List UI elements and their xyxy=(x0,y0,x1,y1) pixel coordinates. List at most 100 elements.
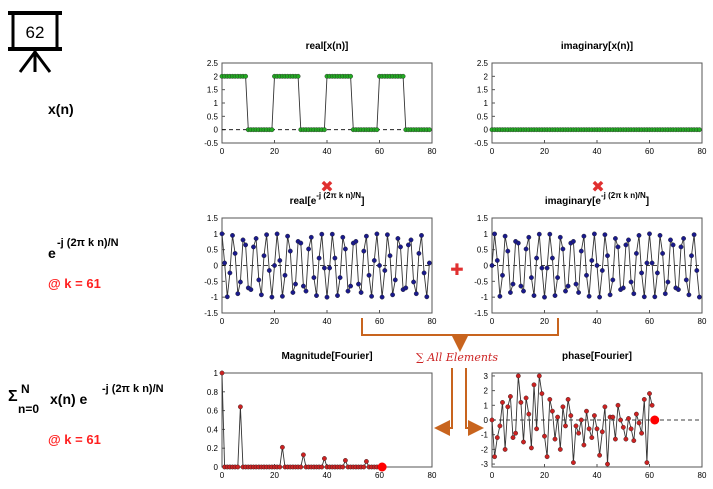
data-point xyxy=(555,275,560,280)
ytick-label: 0.4 xyxy=(207,425,219,434)
ytick-label: 1 xyxy=(214,99,219,108)
data-point xyxy=(662,291,668,297)
ytick-label: -0.5 xyxy=(474,139,488,148)
ytick-label: 2 xyxy=(214,72,219,81)
data-point xyxy=(613,436,618,442)
data-point xyxy=(505,404,511,410)
data-point xyxy=(413,291,419,297)
data-point xyxy=(361,248,367,254)
ytick-label: 1.5 xyxy=(477,86,489,95)
data-point xyxy=(424,294,430,300)
ytick-label: 2 xyxy=(484,72,489,81)
data-point xyxy=(500,272,505,278)
data-point xyxy=(277,258,283,263)
xtick-label: 80 xyxy=(428,317,437,326)
xtick-label: 20 xyxy=(270,147,279,156)
data-point xyxy=(544,454,550,460)
data-point xyxy=(523,246,529,252)
data-point xyxy=(416,250,422,256)
data-point xyxy=(510,281,516,287)
data-point xyxy=(369,293,374,299)
xtick-label: 80 xyxy=(428,471,437,480)
data-point xyxy=(290,290,296,295)
data-point xyxy=(615,244,621,250)
data-point xyxy=(298,240,304,246)
data-point xyxy=(363,233,369,239)
xtick-label: 80 xyxy=(698,317,707,326)
data-point xyxy=(584,408,589,414)
data-point xyxy=(576,290,581,295)
data-point xyxy=(311,275,317,280)
data-point xyxy=(497,423,503,429)
sum-body: x(n) e xyxy=(50,391,88,407)
data-point xyxy=(237,404,243,410)
ytick-label: 1.5 xyxy=(207,214,219,223)
data-point xyxy=(563,288,568,294)
xtick-label: 0 xyxy=(490,317,495,326)
xtick-label: 40 xyxy=(593,147,602,156)
xtick-label: 40 xyxy=(323,147,332,156)
data-point xyxy=(256,277,262,283)
data-point xyxy=(536,373,542,379)
data-point xyxy=(489,263,495,268)
data-point xyxy=(670,242,676,248)
data-point xyxy=(269,127,275,133)
data-point xyxy=(639,270,644,276)
data-point xyxy=(641,396,647,402)
data-point xyxy=(308,234,314,240)
data-point xyxy=(655,270,660,276)
data-point xyxy=(649,260,655,266)
xtick-label: 40 xyxy=(593,471,602,480)
data-point xyxy=(227,270,233,276)
data-point xyxy=(319,231,325,237)
data-point xyxy=(634,411,639,417)
xn-label: x(n) xyxy=(48,101,74,117)
data-point xyxy=(531,293,537,298)
ytick-label: -0.5 xyxy=(204,139,218,148)
data-point xyxy=(594,263,600,268)
data-point xyxy=(382,268,388,273)
data-point xyxy=(319,464,325,470)
data-point xyxy=(392,277,398,283)
data-point xyxy=(243,73,249,79)
data-point xyxy=(539,265,545,271)
data-point xyxy=(500,399,505,405)
xtick-label: 20 xyxy=(540,471,549,480)
data-point xyxy=(681,236,686,241)
data-point xyxy=(489,417,495,423)
sum-power: -j (2π k n)/N xyxy=(102,383,164,395)
data-point xyxy=(387,253,393,259)
data-point xyxy=(395,236,401,241)
data-point xyxy=(348,73,353,79)
data-point xyxy=(494,435,500,440)
data-point xyxy=(639,430,644,436)
data-point xyxy=(565,283,571,289)
data-point xyxy=(526,411,532,417)
data-point xyxy=(555,414,560,420)
data-point xyxy=(321,265,327,271)
data-point xyxy=(287,248,293,254)
real-x-title: real[x(n)] xyxy=(306,41,349,52)
data-point xyxy=(408,237,414,243)
data-point xyxy=(240,237,246,243)
ytick-label: 1 xyxy=(484,99,489,108)
ytick-label: 1 xyxy=(484,230,489,239)
data-point xyxy=(515,240,521,246)
ytick-label: 0.2 xyxy=(207,444,219,453)
ytick-label: 0 xyxy=(484,126,489,135)
data-point xyxy=(697,294,702,300)
data-point xyxy=(529,275,534,280)
data-point xyxy=(550,255,555,261)
real-exp-series-line xyxy=(221,233,430,298)
data-point xyxy=(676,287,681,292)
data-point xyxy=(502,233,508,239)
data-point xyxy=(356,281,361,287)
data-point xyxy=(366,272,372,278)
data-point xyxy=(358,290,364,295)
data-point xyxy=(345,288,351,294)
data-point xyxy=(547,231,553,237)
data-point xyxy=(293,281,298,287)
data-point xyxy=(342,246,348,252)
to-phase-arrow xyxy=(465,368,484,436)
data-point xyxy=(649,402,655,408)
